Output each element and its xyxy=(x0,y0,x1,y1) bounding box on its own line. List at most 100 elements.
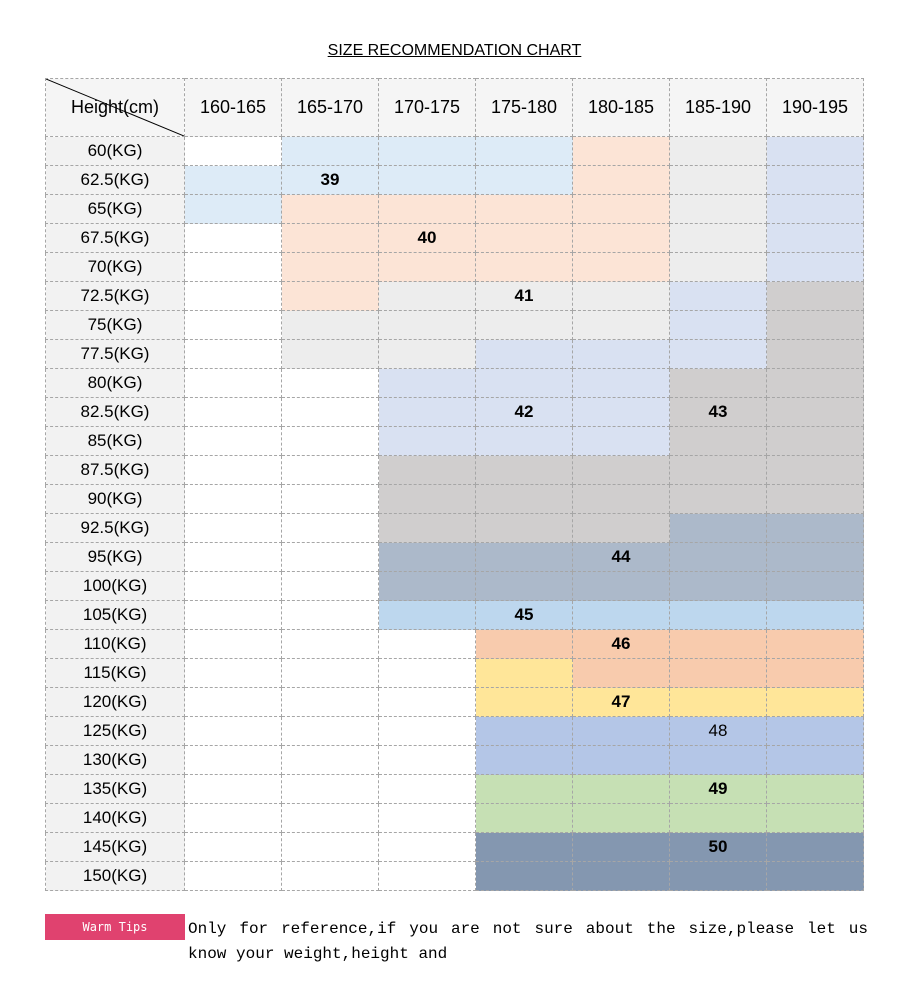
size-cell xyxy=(572,397,670,427)
weight-row: 135(KG) 49 xyxy=(45,774,864,804)
weight-label: 90(KG) xyxy=(45,484,185,514)
size-cell xyxy=(281,426,379,456)
size-cell xyxy=(378,774,476,804)
size-cell xyxy=(669,426,767,456)
size-cell xyxy=(184,136,282,166)
size-label: 46 xyxy=(572,629,670,659)
size-cell xyxy=(766,397,864,427)
weight-label: 130(KG) xyxy=(45,745,185,775)
size-cell xyxy=(281,832,379,862)
size-cell xyxy=(475,426,573,456)
weight-row: 90(KG) xyxy=(45,484,864,514)
size-cell xyxy=(378,310,476,340)
size-cell xyxy=(766,368,864,398)
weight-row: 150(KG) xyxy=(45,861,864,891)
size-cell xyxy=(475,368,573,398)
size-cell xyxy=(281,513,379,543)
weight-label: 70(KG) xyxy=(45,252,185,282)
size-cell xyxy=(281,484,379,514)
size-cell xyxy=(572,513,670,543)
size-cell xyxy=(766,426,864,456)
size-cell xyxy=(669,194,767,224)
size-cell xyxy=(669,745,767,775)
size-cell xyxy=(184,252,282,282)
size-cell xyxy=(475,136,573,166)
size-cell xyxy=(184,339,282,369)
weight-label: 150(KG) xyxy=(45,861,185,891)
size-cell xyxy=(766,455,864,485)
height-range-header: 175-180 xyxy=(475,78,573,137)
size-cell xyxy=(281,281,379,311)
size-cell xyxy=(475,629,573,659)
size-cell xyxy=(378,339,476,369)
size-cell xyxy=(184,658,282,688)
size-label: 50 xyxy=(669,832,767,862)
weight-label: 67.5(KG) xyxy=(45,223,185,253)
weight-label: 120(KG) xyxy=(45,687,185,717)
size-cell xyxy=(572,600,670,630)
size-cell xyxy=(281,194,379,224)
size-cell xyxy=(378,397,476,427)
size-cell xyxy=(281,455,379,485)
size-cell xyxy=(475,832,573,862)
size-cell xyxy=(766,223,864,253)
size-cell xyxy=(184,600,282,630)
size-cell xyxy=(378,571,476,601)
size-cell xyxy=(184,310,282,340)
size-cell xyxy=(572,774,670,804)
size-cell xyxy=(184,455,282,485)
size-cell xyxy=(572,803,670,833)
size-cell xyxy=(572,861,670,891)
weight-label: 65(KG) xyxy=(45,194,185,224)
size-cell xyxy=(378,513,476,543)
weight-row: 100(KG) xyxy=(45,571,864,601)
size-cell xyxy=(572,310,670,340)
size-cell xyxy=(766,803,864,833)
size-cell xyxy=(669,339,767,369)
height-range-header: 165-170 xyxy=(281,78,379,137)
size-cell xyxy=(669,658,767,688)
weight-label: 92.5(KG) xyxy=(45,513,185,543)
size-cell xyxy=(475,513,573,543)
size-label: 48 xyxy=(669,716,767,746)
weight-label: 62.5(KG) xyxy=(45,165,185,195)
diagonal-divider xyxy=(46,79,184,136)
size-label: 41 xyxy=(475,281,573,311)
size-cell xyxy=(766,339,864,369)
size-cell xyxy=(572,252,670,282)
size-cell xyxy=(669,484,767,514)
size-cell xyxy=(378,716,476,746)
size-cell xyxy=(281,658,379,688)
weight-row: 60(KG) xyxy=(45,136,864,166)
size-cell xyxy=(281,803,379,833)
size-cell xyxy=(766,745,864,775)
size-cell xyxy=(475,455,573,485)
size-cell xyxy=(184,629,282,659)
weight-label: 60(KG) xyxy=(45,136,185,166)
size-cell xyxy=(281,774,379,804)
size-cell xyxy=(281,223,379,253)
weight-row: 120(KG) 47 xyxy=(45,687,864,717)
weight-row: 85(KG) xyxy=(45,426,864,456)
size-cell xyxy=(184,165,282,195)
weight-row: 92.5(KG) xyxy=(45,513,864,543)
size-cell xyxy=(475,745,573,775)
size-cell xyxy=(669,803,767,833)
size-cell xyxy=(572,832,670,862)
size-label: 39 xyxy=(281,165,379,195)
size-cell xyxy=(669,513,767,543)
size-label: 43 xyxy=(669,397,767,427)
size-cell xyxy=(766,861,864,891)
size-cell xyxy=(378,484,476,514)
weight-label: 145(KG) xyxy=(45,832,185,862)
size-chart-table: Height(cm) 160-165 165-170 170-175 175-1… xyxy=(45,78,864,891)
size-cell xyxy=(475,194,573,224)
size-cell xyxy=(184,542,282,572)
size-cell xyxy=(766,629,864,659)
weight-row: 110(KG) 46 xyxy=(45,629,864,659)
height-range-header: 180-185 xyxy=(572,78,670,137)
size-cell xyxy=(378,600,476,630)
size-cell xyxy=(184,426,282,456)
weight-row: 82.5(KG) 42 43 xyxy=(45,397,864,427)
height-axis-label: Height(cm) xyxy=(70,97,159,117)
